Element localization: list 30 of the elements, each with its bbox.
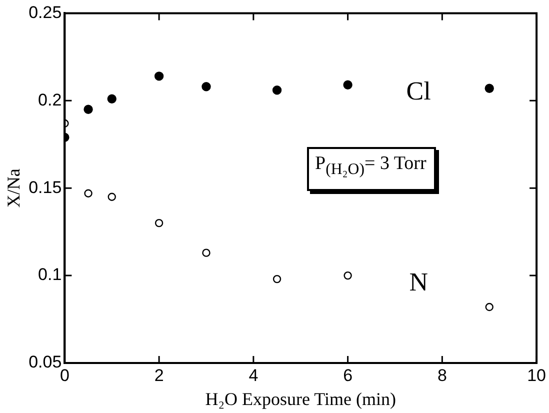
point [272, 274, 282, 284]
y-tick-label: 0.15 [28, 178, 62, 197]
point [154, 218, 164, 228]
y-tick-label: 0.25 [28, 2, 62, 22]
x-tick-label: 4 [248, 366, 258, 385]
x-tick-label: 0 [60, 366, 70, 385]
point [202, 82, 211, 92]
point [84, 189, 92, 198]
point [344, 271, 352, 280]
point [84, 104, 93, 114]
point [108, 192, 116, 201]
x-tick-label: 2 [154, 366, 164, 385]
y-tick-label: 0.2 [38, 90, 62, 110]
point [107, 94, 116, 104]
y-tick-label: 0.05 [28, 352, 62, 372]
x-tick-label: 6 [343, 366, 353, 385]
x-axis-title: H₂O Exposure Time (min) [205, 388, 396, 409]
point [343, 80, 352, 90]
point [485, 302, 494, 312]
text: Cl [406, 76, 431, 106]
y-tick-label: 0.1 [38, 265, 62, 284]
x-tick-label: 8 [437, 366, 447, 385]
point [272, 86, 282, 95]
point [202, 248, 210, 257]
y-axis-title: X/Na [4, 168, 24, 208]
point [484, 84, 494, 94]
annotation: P$_{(H₂O)}$= 3 Torr [307, 147, 436, 191]
text: N [409, 267, 428, 296]
x-tick-label: 10 [527, 366, 546, 385]
point [154, 72, 164, 81]
